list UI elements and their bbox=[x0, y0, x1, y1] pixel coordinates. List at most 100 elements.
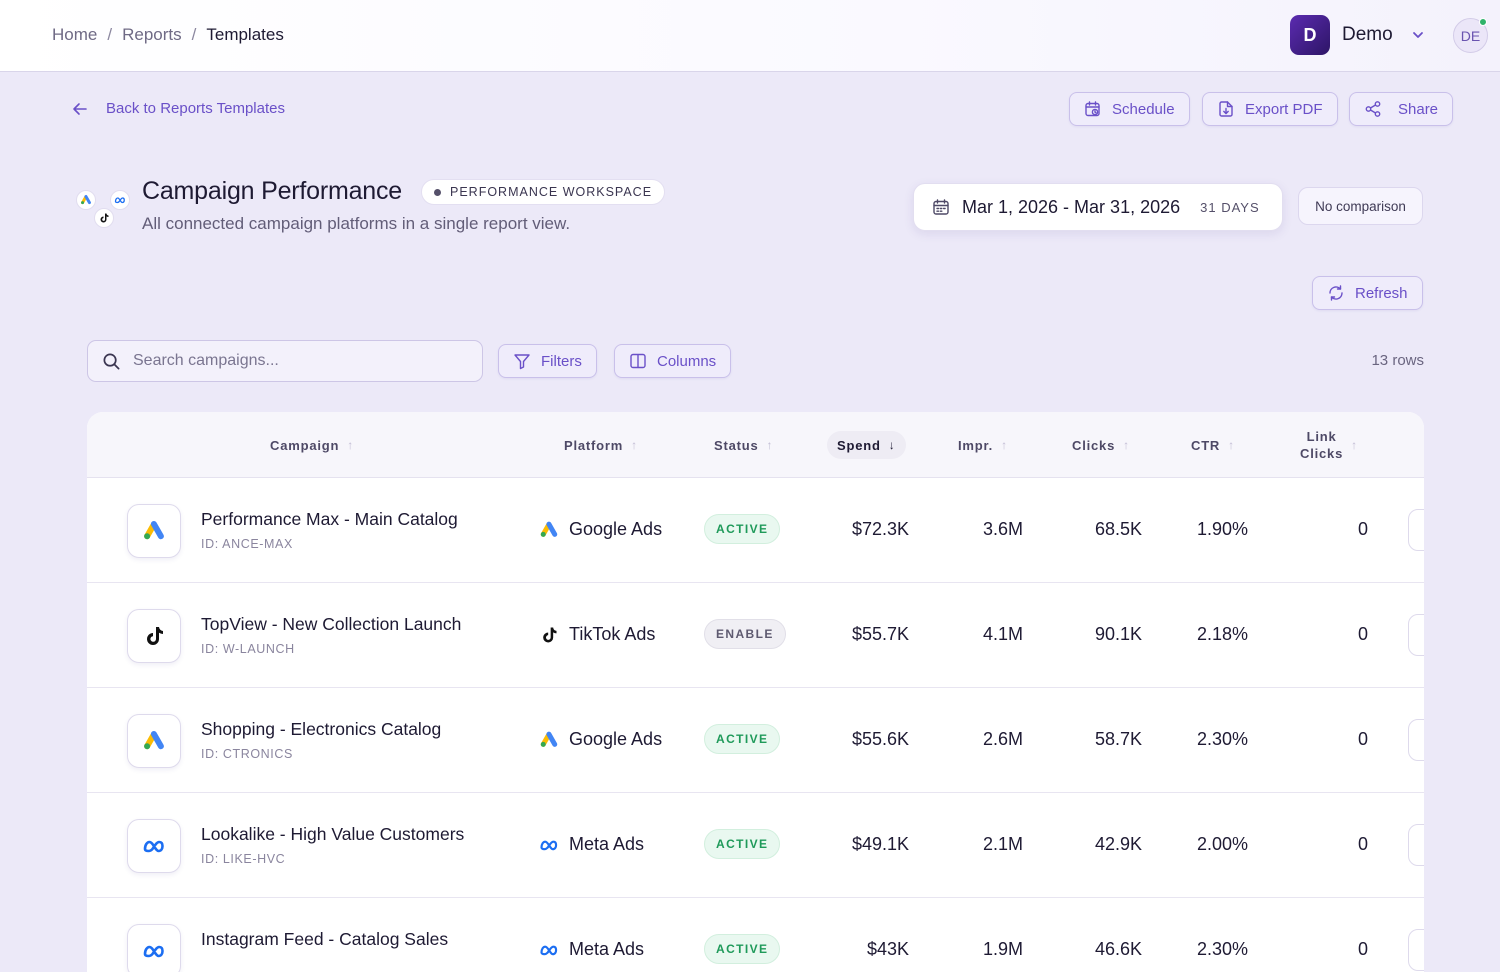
columns-button[interactable]: Columns bbox=[614, 344, 732, 378]
table-row[interactable]: TopView - New Collection Launch ID: W-LAU… bbox=[87, 583, 1424, 688]
tiktok-icon bbox=[94, 208, 114, 228]
platform-name: Google Ads bbox=[569, 519, 663, 539]
workspace-switcher[interactable]: D Demo bbox=[1290, 15, 1425, 55]
row-action-button[interactable] bbox=[1408, 719, 1424, 761]
table-row[interactable]: Instagram Feed - Catalog Sales Meta Ads AC… bbox=[87, 898, 1424, 972]
campaign-name[interactable]: Shopping - Electronics Catalog bbox=[201, 719, 442, 739]
spend-value: $49.1K bbox=[851, 834, 909, 854]
breadcrumb-home[interactable]: Home bbox=[52, 25, 98, 44]
link-clicks-value: 0 bbox=[1357, 519, 1368, 539]
campaign-id: ID: W-LAUNCH bbox=[201, 642, 295, 656]
column-header-platform[interactable]: Platform ↑ bbox=[564, 412, 638, 478]
google-ads-icon bbox=[142, 729, 166, 753]
breadcrumb-reports[interactable]: Reports bbox=[122, 25, 182, 44]
comparison-selector[interactable]: No comparison bbox=[1298, 187, 1423, 225]
status-badge: ACTIVE bbox=[704, 934, 781, 964]
date-range-picker[interactable]: Mar 1, 2026 - Mar 31, 2026 31 DAYS bbox=[913, 183, 1283, 231]
platform-name: Meta Ads bbox=[569, 834, 645, 854]
campaigns-table: Campaign ↑ Platform ↑ Status ↑ Spend ↓ Impr.… bbox=[87, 412, 1424, 972]
ctr-header-label: CTR bbox=[1191, 437, 1221, 453]
campaign-logo bbox=[127, 924, 181, 972]
badge-dot bbox=[434, 188, 441, 196]
column-header-spend[interactable]: Spend ↓ bbox=[827, 431, 906, 459]
campaign-id: ID: LIKE-HVC bbox=[201, 852, 286, 866]
link-clicks-header-label: Link Clicks bbox=[1300, 428, 1343, 462]
sort-arrow-icon: ↑ bbox=[766, 438, 774, 452]
row-count: 13 rows bbox=[1371, 352, 1424, 369]
chevron-down-icon bbox=[1412, 32, 1423, 38]
status-badge: ENABLE bbox=[704, 619, 786, 649]
status-badge: ACTIVE bbox=[704, 514, 781, 544]
column-header-status[interactable]: Status ↑ bbox=[714, 412, 773, 478]
row-action-button[interactable] bbox=[1408, 614, 1424, 656]
table-header: Campaign ↑ Platform ↑ Status ↑ Spend ↓ Impr.… bbox=[87, 412, 1424, 478]
campaign-name[interactable]: Instagram Feed - Catalog Sales bbox=[201, 929, 449, 949]
arrow-left-icon bbox=[73, 102, 87, 115]
filter-icon bbox=[514, 354, 530, 370]
column-header-link-clicks[interactable]: Link Clicks ↑ bbox=[1300, 412, 1358, 478]
spend-header-label: Spend bbox=[837, 437, 881, 453]
ctr-value: 2.30% bbox=[1196, 729, 1248, 749]
filters-label: Filters bbox=[541, 352, 582, 370]
meta-icon bbox=[539, 835, 559, 855]
column-header-impressions[interactable]: Impr. ↑ bbox=[958, 412, 1008, 478]
sort-arrow-icon: ↑ bbox=[1123, 438, 1130, 452]
platform-cell: TikTok Ads bbox=[539, 624, 655, 645]
link-clicks-value: 0 bbox=[1357, 729, 1368, 749]
file-download-icon bbox=[1219, 101, 1233, 117]
ctr-value: 1.90% bbox=[1196, 519, 1248, 539]
page-subtitle: All connected campaign platforms in a si… bbox=[142, 214, 571, 233]
refresh-icon bbox=[1329, 285, 1343, 301]
back-to-templates-link[interactable]: Back to Reports Templates bbox=[72, 100, 285, 117]
google-ads-icon bbox=[539, 730, 559, 750]
campaign-logo bbox=[127, 504, 181, 558]
export-pdf-button[interactable]: Export PDF bbox=[1202, 92, 1338, 126]
google-ads-icon bbox=[76, 190, 96, 210]
campaign-name[interactable]: Performance Max - Main Catalog bbox=[201, 509, 458, 529]
columns-icon bbox=[630, 353, 646, 369]
link-clicks-value: 0 bbox=[1357, 834, 1368, 854]
platform-cell: Google Ads bbox=[539, 519, 662, 540]
status-badge: ACTIVE bbox=[704, 829, 781, 859]
impressions-value: 2.1M bbox=[982, 834, 1023, 854]
campaign-id: ID: CTRONICS bbox=[201, 747, 293, 761]
column-header-ctr[interactable]: CTR ↑ bbox=[1191, 412, 1235, 478]
refresh-button[interactable]: Refresh bbox=[1312, 276, 1423, 310]
row-action-button[interactable] bbox=[1408, 824, 1424, 866]
ctr-value: 2.18% bbox=[1196, 624, 1248, 644]
impressions-value: 3.6M bbox=[982, 519, 1023, 539]
filters-button[interactable]: Filters bbox=[498, 344, 597, 378]
tiktok-icon bbox=[539, 625, 559, 645]
link-clicks-header-line1: Link bbox=[1306, 429, 1337, 444]
column-header-campaign[interactable]: Campaign ↑ bbox=[270, 412, 354, 478]
platform-name: TikTok Ads bbox=[569, 624, 656, 644]
calendar-icon bbox=[933, 199, 949, 215]
meta-icon bbox=[142, 834, 166, 858]
link-clicks-value: 0 bbox=[1357, 624, 1368, 644]
search-input[interactable] bbox=[133, 352, 463, 370]
sort-arrow-icon: ↑ bbox=[1228, 438, 1235, 452]
tiktok-icon bbox=[142, 624, 166, 648]
table-row[interactable]: Lookalike - High Value Customers ID: LIKE… bbox=[87, 793, 1424, 898]
spend-value: $72.3K bbox=[851, 519, 909, 539]
schedule-button[interactable]: Schedule bbox=[1069, 92, 1190, 126]
status-header-label: Status bbox=[714, 437, 759, 453]
campaign-name[interactable]: Lookalike - High Value Customers bbox=[201, 824, 465, 844]
share-button[interactable]: Share bbox=[1349, 92, 1454, 126]
row-action-button[interactable] bbox=[1408, 509, 1424, 551]
table-row[interactable]: Performance Max - Main Catalog ID: ANCE-M… bbox=[87, 478, 1424, 583]
row-action-button[interactable] bbox=[1408, 929, 1424, 971]
clicks-header-label: Clicks bbox=[1072, 437, 1116, 453]
column-header-clicks[interactable]: Clicks ↑ bbox=[1072, 412, 1130, 478]
back-link-label: Back to Reports Templates bbox=[106, 100, 285, 117]
clicks-value: 90.1K bbox=[1094, 624, 1142, 644]
workspace-avatar: D bbox=[1290, 15, 1330, 55]
spend-value: $55.7K bbox=[851, 624, 909, 644]
platform-header-label: Platform bbox=[564, 437, 624, 453]
campaign-logo bbox=[127, 714, 181, 768]
google-ads-icon bbox=[539, 520, 559, 540]
workspace-badge: PERFORMANCE WORKSPACE bbox=[421, 179, 666, 205]
campaign-name[interactable]: TopView - New Collection Launch bbox=[201, 614, 462, 634]
link-clicks-value: 0 bbox=[1357, 939, 1368, 959]
table-row[interactable]: Shopping - Electronics Catalog ID: CTRONI… bbox=[87, 688, 1424, 793]
